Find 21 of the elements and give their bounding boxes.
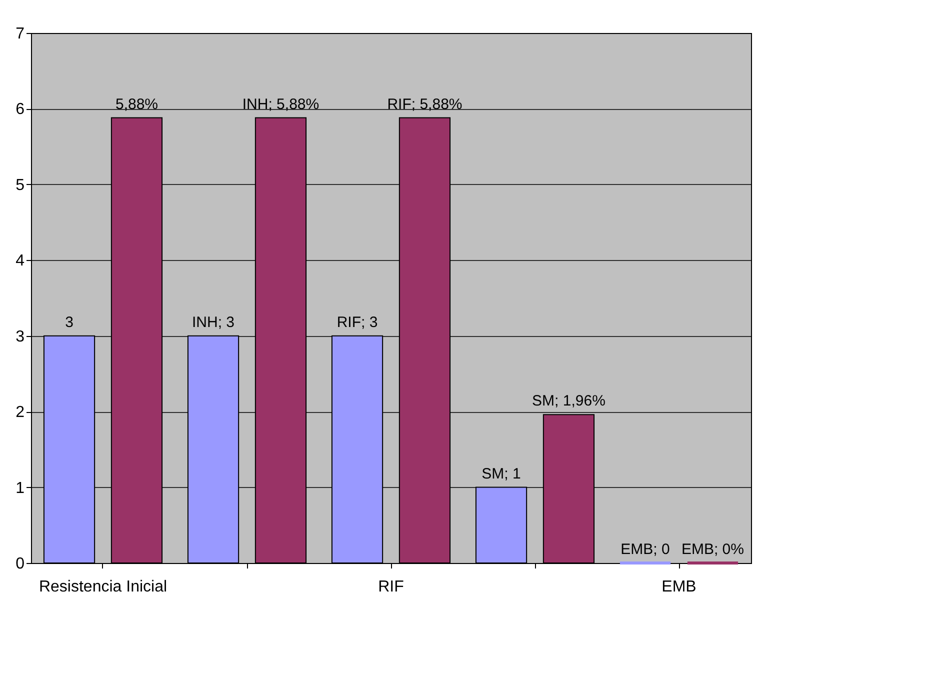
y-tick-label: 1 xyxy=(16,480,25,497)
data-label: EMB; 0% xyxy=(681,541,744,558)
x-tick-label: Resistencia Inicial xyxy=(38,578,168,596)
data-label: INH; 3 xyxy=(192,314,235,331)
data-label: SM; 1,96% xyxy=(532,392,606,410)
y-tick-label: 3 xyxy=(16,328,25,346)
y-tick-label: 0 xyxy=(16,556,25,572)
x-tick-label: RIF xyxy=(378,578,404,596)
data-label: RIF; 3 xyxy=(336,314,378,331)
data-label: 5,88% xyxy=(115,96,158,113)
y-tick-label: 6 xyxy=(16,101,25,118)
data-label: INH; 5,88% xyxy=(242,96,320,113)
data-label: 3 xyxy=(65,314,74,331)
data-label: EMB; 0 xyxy=(620,541,670,558)
data-label: SM; 1 xyxy=(482,465,521,482)
y-tick-label: 2 xyxy=(16,404,25,422)
y-tick-label: 7 xyxy=(16,26,25,42)
y-tick-label: 4 xyxy=(16,252,25,270)
y-tick-label: 5 xyxy=(16,176,25,194)
x-tick-label: EMB xyxy=(662,578,696,596)
data-label: RIF; 5,88% xyxy=(387,96,462,113)
